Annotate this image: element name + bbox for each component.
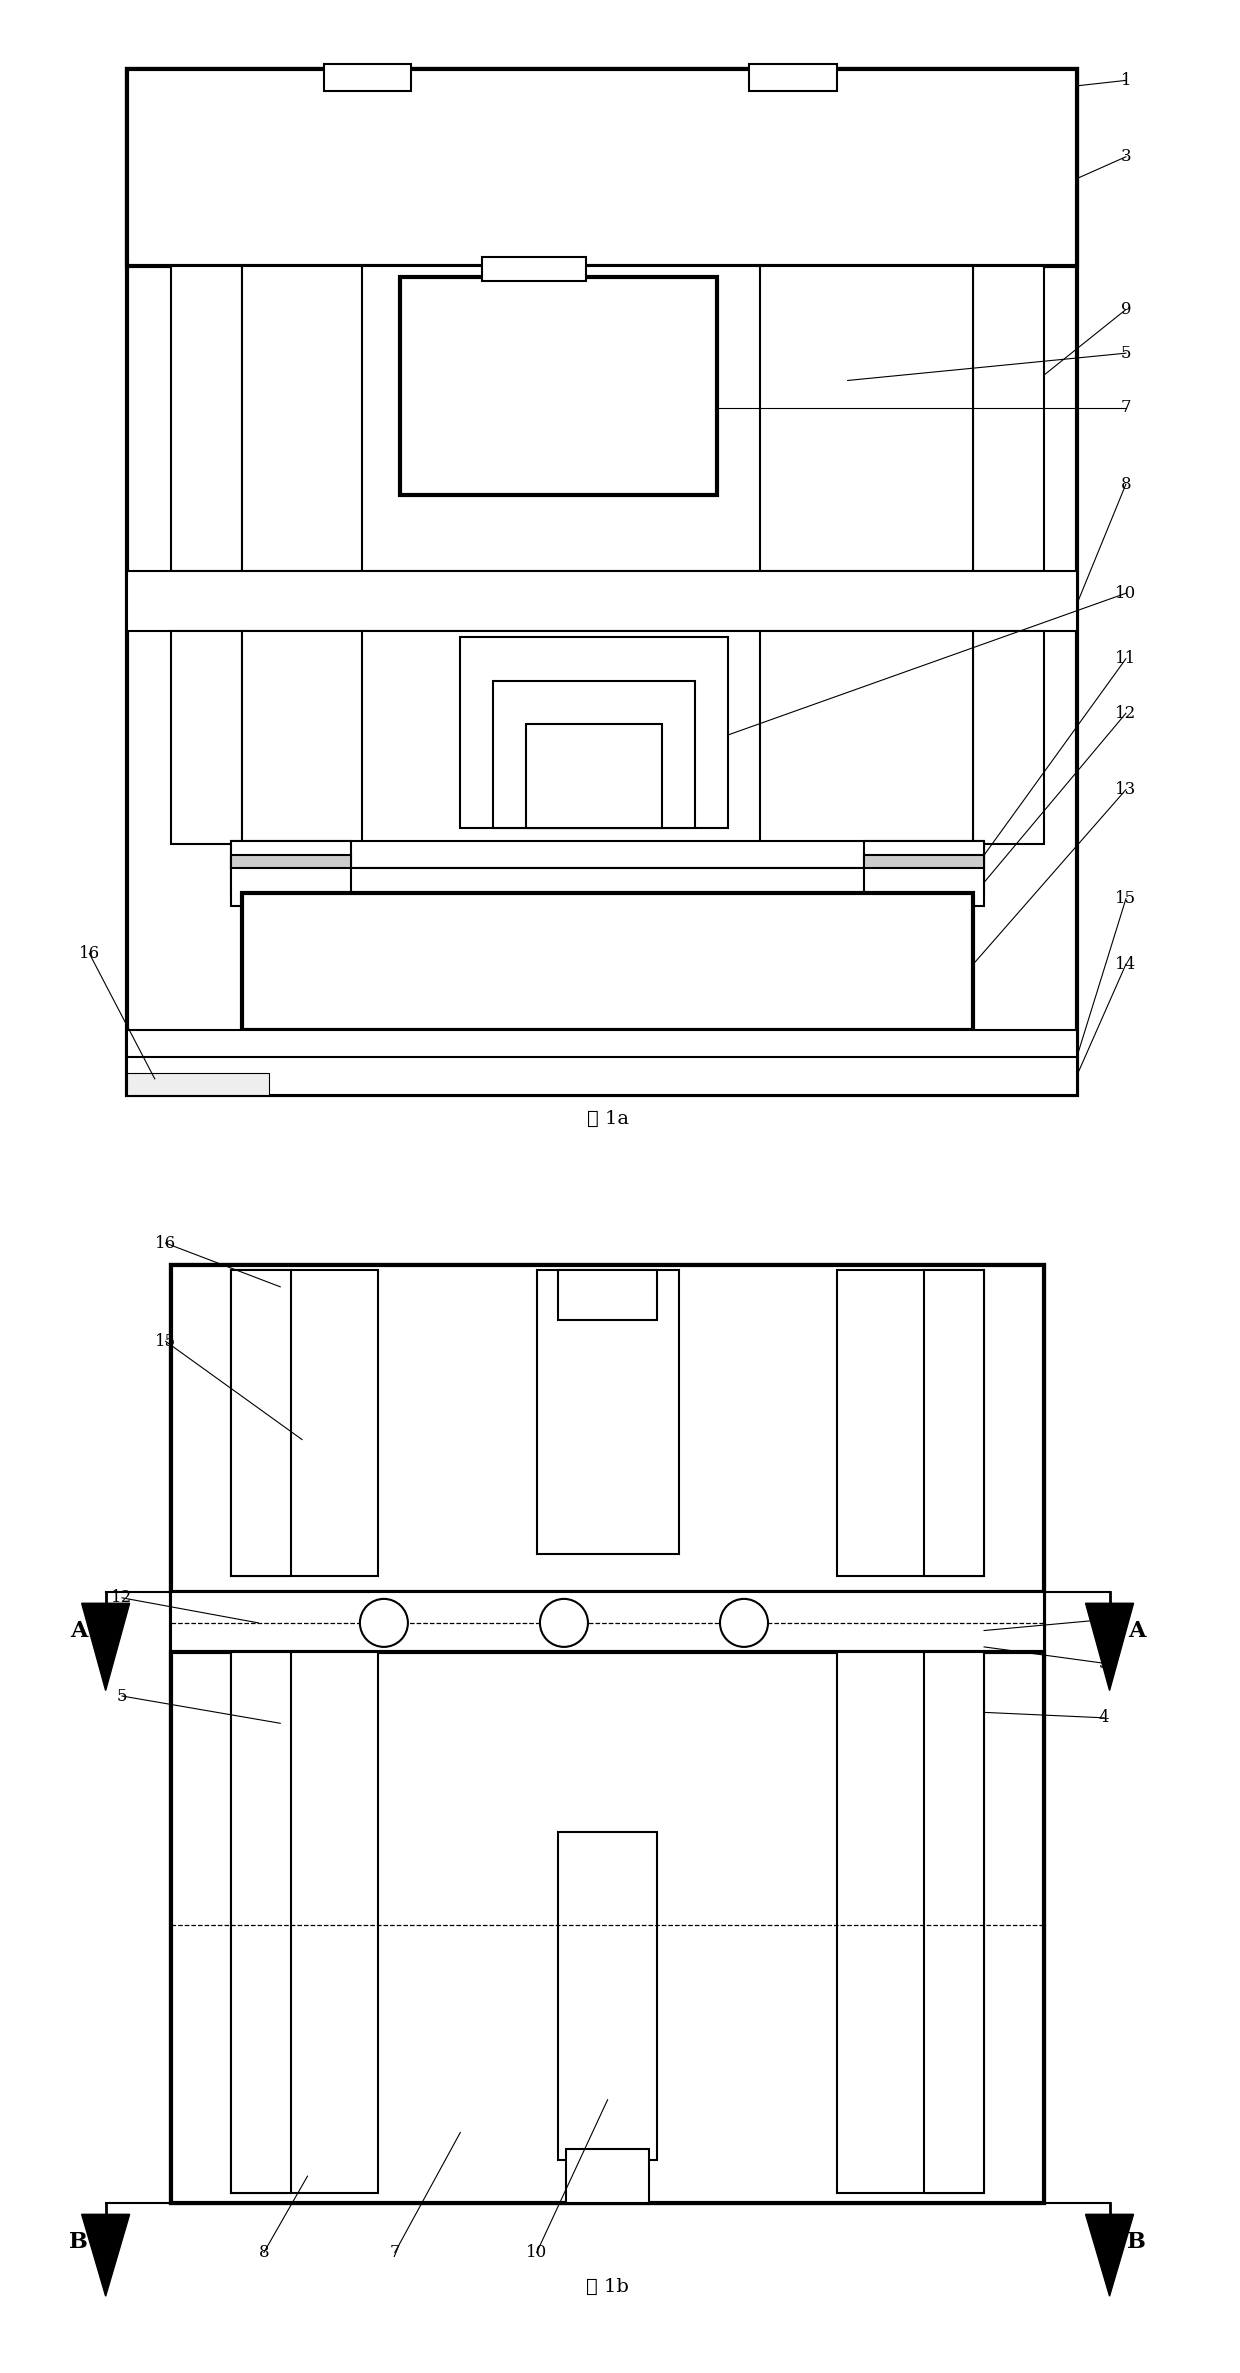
Bar (749, 64, 837, 90)
Polygon shape (1085, 1604, 1133, 1690)
Bar (558, 1832, 657, 2159)
Bar (567, 2150, 649, 2205)
Bar (231, 840, 351, 906)
Bar (924, 1270, 985, 1576)
Text: B: B (69, 2231, 88, 2252)
Circle shape (539, 1599, 588, 1647)
Polygon shape (82, 1604, 130, 1690)
Text: 15: 15 (1115, 890, 1137, 906)
Bar (171, 1265, 1044, 2205)
Text: A: A (1128, 1618, 1146, 1642)
Bar (924, 1652, 985, 2193)
Text: 8: 8 (259, 2245, 269, 2261)
Text: 10: 10 (526, 2245, 547, 2261)
Bar (171, 266, 242, 572)
Bar (231, 1270, 378, 1576)
Bar (171, 1592, 1044, 1652)
Bar (171, 1265, 1044, 1592)
Bar (537, 1270, 678, 1554)
Bar (401, 278, 717, 496)
Bar (973, 266, 1044, 572)
Text: 15: 15 (155, 1334, 176, 1350)
Bar (171, 1652, 1044, 2205)
Bar (482, 256, 585, 280)
Bar (558, 1270, 657, 1319)
Bar (128, 1073, 269, 1096)
Text: 7: 7 (389, 2245, 401, 2261)
Text: 3: 3 (1099, 1654, 1110, 1671)
Bar (242, 266, 973, 572)
Bar (864, 840, 985, 906)
Text: 8: 8 (1121, 475, 1131, 494)
Text: 16: 16 (78, 944, 100, 961)
Bar (231, 854, 351, 869)
Bar (128, 69, 1076, 1096)
Text: 9: 9 (1121, 301, 1131, 318)
Text: 11: 11 (1115, 650, 1137, 667)
Bar (231, 1652, 291, 2193)
Text: 12: 12 (112, 1590, 133, 1607)
Text: B: B (1127, 2231, 1146, 2252)
Bar (242, 631, 973, 845)
Text: 图 1a: 图 1a (587, 1111, 629, 1127)
Bar (242, 892, 973, 1030)
Bar (231, 869, 985, 895)
Text: 1: 1 (1099, 1611, 1110, 1628)
Bar (324, 64, 412, 90)
Bar (231, 1652, 378, 2193)
Text: 1: 1 (1121, 71, 1131, 88)
Text: 5: 5 (117, 1687, 128, 1704)
Text: 16: 16 (155, 1234, 176, 1251)
Bar (231, 840, 985, 869)
Text: 图 1b: 图 1b (587, 2278, 629, 2297)
Bar (128, 69, 1076, 266)
Bar (171, 631, 242, 845)
Text: A: A (69, 1618, 87, 1642)
Text: 10: 10 (1115, 584, 1137, 603)
Text: 14: 14 (1115, 956, 1137, 973)
Polygon shape (1085, 2214, 1133, 2297)
Bar (494, 681, 694, 828)
Bar (864, 854, 985, 869)
Polygon shape (82, 2214, 130, 2297)
Text: 5: 5 (1121, 344, 1131, 361)
Bar (128, 572, 1076, 631)
Text: 3: 3 (1121, 147, 1131, 166)
Bar (460, 636, 728, 828)
Circle shape (720, 1599, 768, 1647)
Circle shape (360, 1599, 408, 1647)
Text: 4: 4 (1099, 1709, 1110, 1725)
Bar (837, 1270, 985, 1576)
Bar (526, 724, 662, 828)
Text: 12: 12 (1115, 705, 1137, 721)
Bar (973, 631, 1044, 845)
Text: 13: 13 (1115, 781, 1137, 797)
Bar (128, 1030, 1076, 1096)
Bar (837, 1652, 985, 2193)
Text: 7: 7 (1121, 399, 1131, 415)
Bar (231, 1270, 291, 1576)
